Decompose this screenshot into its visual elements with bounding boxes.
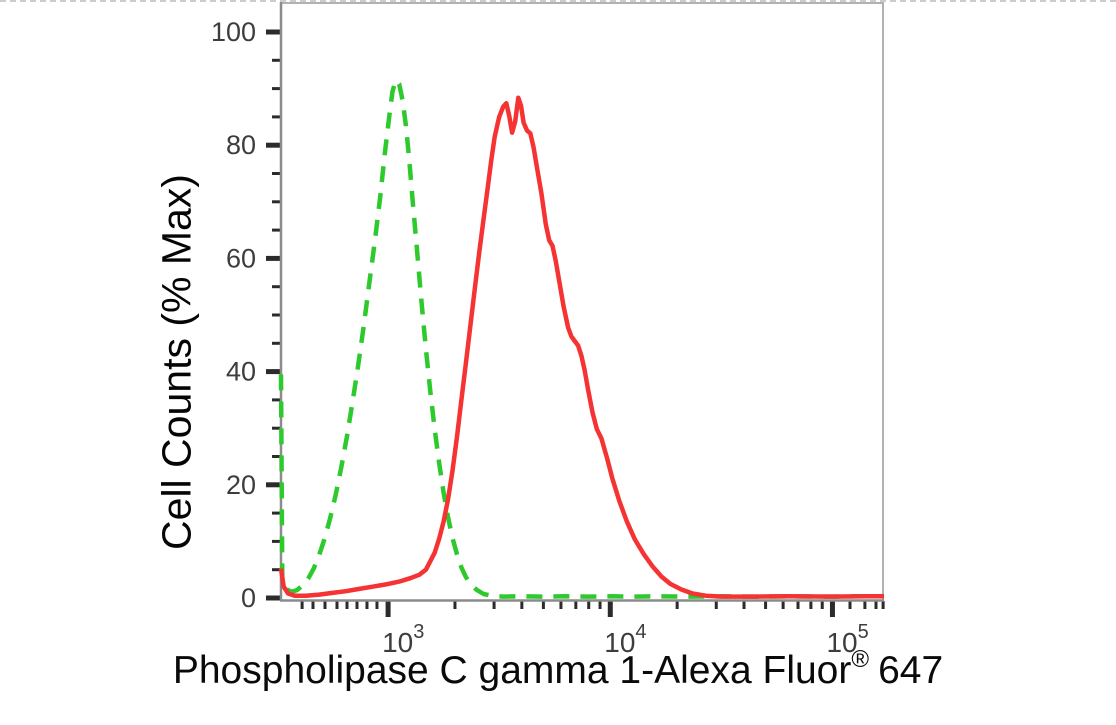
- y-tick-label: 40: [226, 357, 256, 387]
- control-curve-green-dashed: [278, 77, 884, 599]
- y-tick-label: 20: [226, 470, 256, 500]
- y-tick-label: 0: [241, 583, 256, 613]
- y-tick-label: 80: [226, 130, 256, 160]
- sample-curve-red-solid: [278, 95, 884, 599]
- x-axis-title: Phospholipase C gamma 1-Alexa Fluor® 647: [0, 646, 1116, 693]
- y-tick-label: 60: [226, 243, 256, 273]
- y-axis-label: Cell Counts (% Max): [153, 174, 200, 550]
- page-top-dashed-border: [0, 0, 1116, 2]
- x-axis-title-suffix: 647: [878, 649, 944, 692]
- y-tick-label: 100: [211, 17, 256, 47]
- registered-trademark-icon: ®: [851, 646, 870, 673]
- x-axis-title-text: Phospholipase C gamma 1-Alexa Fluor: [172, 649, 852, 692]
